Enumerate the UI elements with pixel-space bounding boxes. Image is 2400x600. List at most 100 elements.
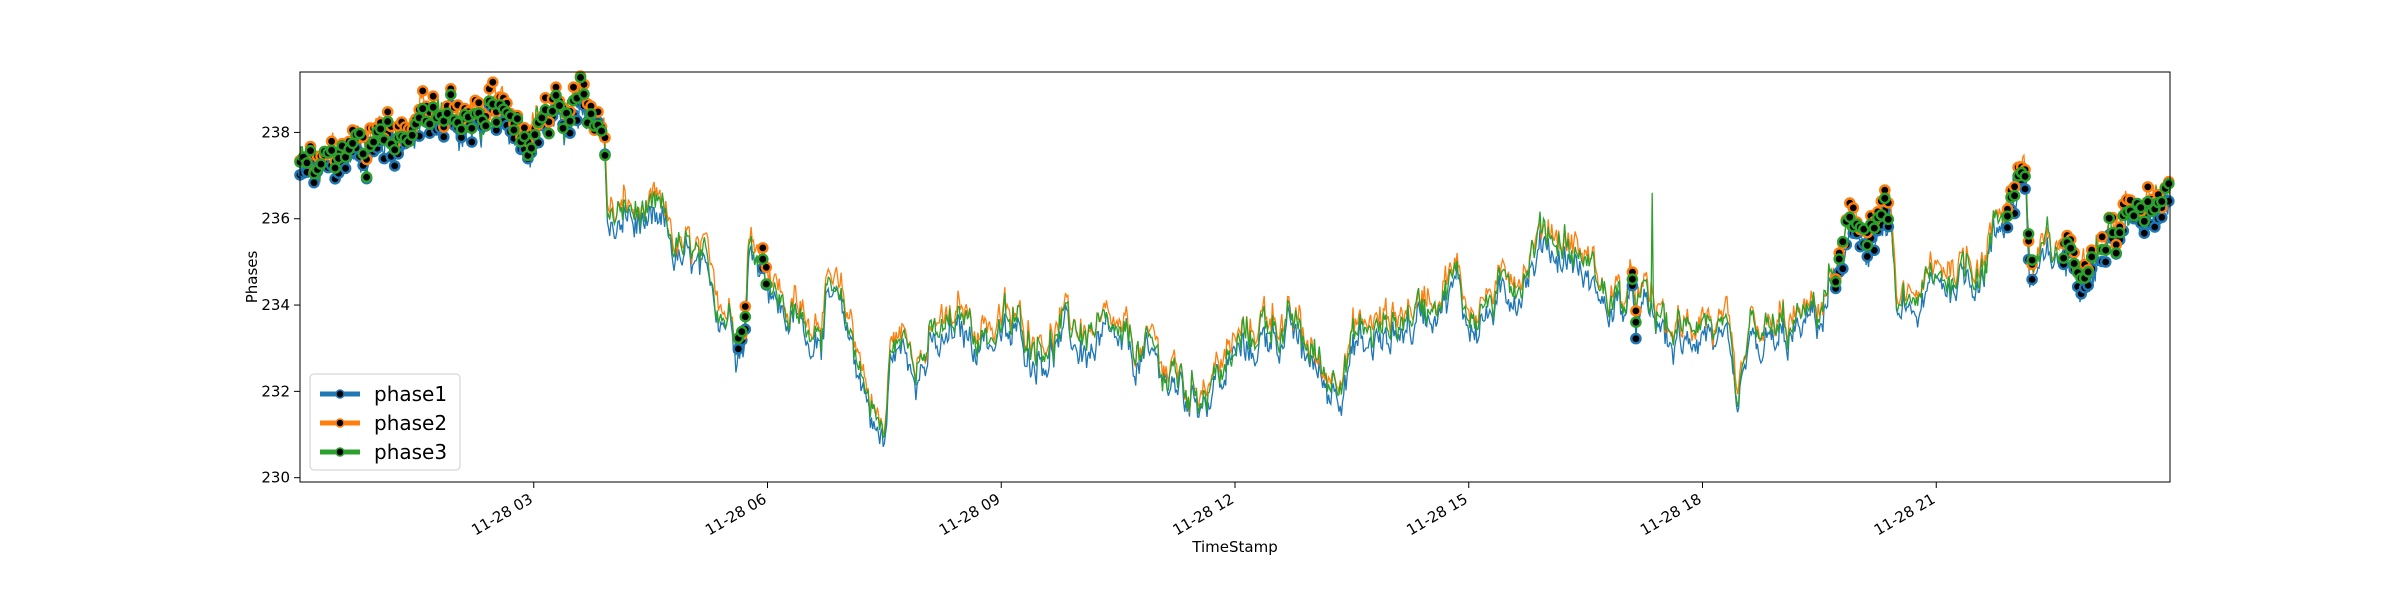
phase3-marker bbox=[760, 278, 773, 290]
phase3-marker bbox=[301, 157, 313, 169]
phase3-marker bbox=[455, 123, 468, 136]
phase2-marker bbox=[1847, 202, 1860, 214]
y-axis: 230 232 234 236 238 bbox=[261, 123, 300, 487]
phase2-marker bbox=[1630, 305, 1642, 317]
phase3-marker bbox=[325, 144, 338, 157]
phase1-marker bbox=[2155, 211, 2168, 224]
phase3-line bbox=[299, 77, 2171, 439]
phase1-marker bbox=[465, 136, 478, 148]
legend-label: phase1 bbox=[374, 382, 447, 406]
phase3-marker bbox=[1829, 275, 1842, 288]
legend-marker bbox=[335, 447, 345, 457]
phase3-marker bbox=[1837, 235, 1849, 248]
phase3-marker bbox=[529, 128, 541, 141]
legend-label: phase2 bbox=[374, 411, 447, 435]
phase3-marker bbox=[2113, 226, 2126, 239]
phase1-marker bbox=[437, 131, 450, 143]
phase3-marker bbox=[388, 143, 401, 156]
x-axis-label: TimeStamp bbox=[1191, 538, 1277, 556]
phase3-marker bbox=[490, 116, 503, 128]
x-tick-label: 11-28 09 bbox=[936, 490, 1003, 539]
phase3-marker bbox=[2082, 266, 2094, 278]
phase3-marker bbox=[2085, 251, 2098, 263]
phase3-marker bbox=[2138, 215, 2151, 228]
phase1-marker bbox=[2138, 227, 2151, 239]
phase2-marker bbox=[2141, 181, 2154, 193]
x-tick-label: 11-28 15 bbox=[1403, 490, 1470, 539]
phase3-marker bbox=[550, 89, 562, 102]
phase3-marker bbox=[427, 101, 440, 113]
phase3-marker bbox=[2008, 189, 2021, 202]
phase2-marker bbox=[472, 96, 485, 109]
phase3-markers bbox=[294, 71, 2175, 344]
phase3-marker bbox=[367, 136, 380, 148]
phase1-marker bbox=[388, 160, 401, 172]
phase3-marker bbox=[1879, 192, 1891, 205]
phase3-marker bbox=[2155, 195, 2168, 208]
phase2-marker bbox=[486, 76, 499, 88]
phase3-marker bbox=[360, 171, 373, 183]
phase3-marker bbox=[1626, 273, 1639, 286]
phase1-markers bbox=[294, 97, 2175, 355]
phase3-marker bbox=[2057, 252, 2070, 264]
phase3-marker bbox=[381, 115, 394, 128]
phase3-marker bbox=[2019, 170, 2031, 183]
phase3-marker bbox=[578, 88, 590, 100]
legend-entry-phase3: phase3 bbox=[320, 440, 447, 464]
phase3-marker bbox=[2127, 210, 2140, 222]
phase3-marker bbox=[518, 130, 531, 143]
y-tick-label: 234 bbox=[261, 296, 290, 314]
x-tick-label: 11-28 03 bbox=[468, 490, 535, 539]
phase3-marker bbox=[564, 115, 576, 127]
phase3-marker bbox=[557, 122, 569, 135]
phase3-marker bbox=[479, 120, 492, 132]
phase3-marker bbox=[465, 122, 478, 135]
y-tick-label: 230 bbox=[261, 469, 290, 487]
legend-entry-phase2: phase2 bbox=[320, 411, 447, 435]
phase3-marker bbox=[315, 158, 327, 170]
phase3-marker bbox=[1882, 213, 1895, 226]
x-tick-label: 11-28 06 bbox=[702, 490, 769, 539]
phase2-marker bbox=[757, 242, 769, 254]
phase2-marker bbox=[381, 106, 394, 118]
phase1-marker bbox=[2026, 273, 2038, 286]
phase3-marker bbox=[1868, 222, 1881, 234]
phase3-marker bbox=[1861, 239, 1874, 252]
phase2-line bbox=[299, 75, 2171, 435]
phase2-marker bbox=[2096, 230, 2108, 243]
phase3-marker bbox=[357, 147, 369, 160]
phase3-marker bbox=[574, 71, 587, 84]
y-tick-label: 236 bbox=[261, 210, 290, 228]
phase3-marker bbox=[595, 125, 608, 137]
phase2-marker bbox=[739, 300, 752, 313]
series-markers-layer bbox=[294, 70, 2175, 355]
phase1-marker bbox=[2001, 221, 2014, 234]
phase3-marker bbox=[423, 118, 436, 130]
series-lines-layer bbox=[299, 75, 2171, 448]
phase3-marker bbox=[2099, 244, 2112, 256]
phase3-marker bbox=[2110, 247, 2122, 259]
phase1-marker bbox=[1837, 262, 1849, 275]
phase3-marker bbox=[2103, 212, 2115, 224]
phase3-marker bbox=[329, 162, 341, 174]
x-tick-label: 11-28 12 bbox=[1170, 490, 1237, 539]
legend-entry-phase1: phase1 bbox=[320, 382, 447, 406]
phase3-marker bbox=[374, 123, 387, 135]
phase3-marker bbox=[1844, 211, 1856, 223]
plot-frame bbox=[299, 71, 2171, 483]
phase3-marker bbox=[525, 142, 538, 154]
phase3-marker bbox=[739, 310, 752, 323]
phase3-marker bbox=[406, 129, 419, 142]
phase3-marker bbox=[757, 253, 769, 266]
legend-marker bbox=[335, 418, 345, 428]
phase3-marker bbox=[2064, 242, 2077, 254]
phase3-marker bbox=[2162, 177, 2175, 190]
phase3-marker bbox=[2134, 201, 2147, 214]
y-axis-label: Phases bbox=[243, 251, 261, 304]
phase3-marker bbox=[2026, 254, 2038, 266]
phase3-marker bbox=[2001, 210, 2014, 222]
phase3-marker bbox=[553, 99, 566, 112]
phase3-marker bbox=[2141, 195, 2154, 208]
phase3-marker bbox=[353, 127, 366, 140]
